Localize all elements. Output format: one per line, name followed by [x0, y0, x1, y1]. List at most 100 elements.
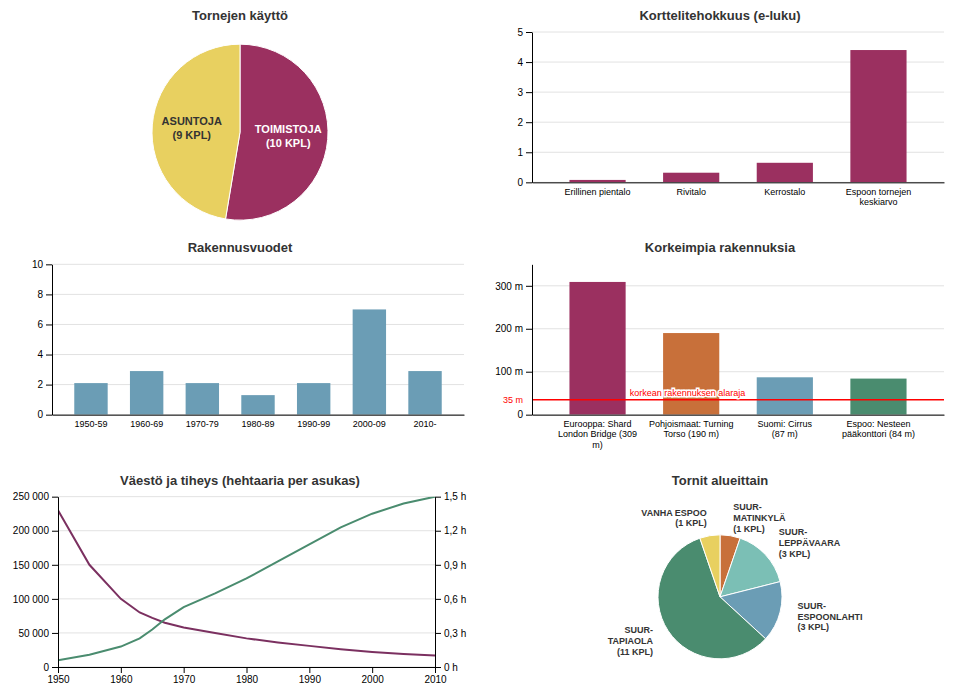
x-axis: 1950-591960-691970-791980-891990-992000-…: [53, 415, 465, 429]
text-line: London Bridge (309: [558, 429, 637, 439]
tick-mark: [46, 324, 52, 325]
tick-label: 300 m: [495, 281, 523, 292]
grid: [532, 32, 944, 182]
text-line: (3 KPL): [779, 549, 811, 559]
panel: Korkeimpia rakennuksia0100 m200 m300 mEu…: [495, 240, 944, 449]
tick: 4: [37, 349, 52, 360]
grid-line: [52, 354, 464, 355]
tick: 10: [32, 259, 52, 270]
grid-line: [58, 632, 435, 633]
tick-mark: [526, 286, 532, 287]
tick: 2: [517, 117, 532, 128]
pie: TOIMISTOJA(10 KPL)ASUNTOJA(9 KPL): [152, 44, 328, 220]
tick-mark: [121, 667, 122, 673]
text-line: (9 KPL): [173, 129, 212, 141]
tick-label: Espoon tornejenkeskiarvo: [846, 187, 912, 207]
tick-label: 10: [32, 259, 44, 270]
tick: 1,2 h: [435, 525, 466, 536]
reference-label: 35 m: [503, 395, 523, 405]
tick: 1990: [299, 667, 322, 685]
tick: 1: [517, 147, 532, 158]
bar: [74, 383, 107, 415]
tick-mark: [526, 152, 532, 153]
tick: 1960-69: [130, 419, 163, 429]
tick: 1950: [47, 667, 70, 685]
tick-mark: [52, 531, 58, 532]
x-axis: Eurooppa: ShardLondon Bridge (309m)Pohjo…: [533, 415, 945, 450]
y-axis: 0246810: [32, 259, 53, 420]
axis-line: [435, 497, 436, 667]
tick-label: 50 000: [18, 628, 49, 639]
chart-title: Tornejen käyttö: [192, 8, 288, 23]
slice-label: VANHA ESPOO(1 KPL): [641, 508, 707, 529]
plot: 050 000100 000150 000200 000250 0000 h0,…: [13, 491, 466, 685]
slice-label: TOIMISTOJA(10 KPL): [255, 123, 322, 148]
bar: [757, 163, 813, 183]
tick-label: 1960-69: [130, 419, 163, 429]
axis-line: [58, 497, 59, 667]
tick: 200 000: [13, 525, 58, 536]
grid: [52, 264, 464, 414]
text-line: Espoon tornejen: [846, 187, 912, 197]
bar: [663, 173, 719, 183]
x-axis: 1950196019701980199020002010: [47, 667, 447, 685]
lines: [58, 497, 435, 661]
line: [58, 497, 435, 661]
tick-mark: [52, 633, 58, 634]
tick: Espoon tornejenkeskiarvo: [846, 187, 912, 207]
bar: [353, 309, 386, 414]
tick-label: 0: [517, 177, 523, 188]
tick-mark: [435, 531, 441, 532]
tick: 0: [517, 409, 532, 420]
tick: 200 m: [495, 323, 532, 334]
bar: [663, 333, 719, 415]
line: [58, 510, 435, 655]
tick-label: 3: [517, 87, 523, 98]
text-line: m): [592, 440, 603, 450]
tick-label: 1: [517, 147, 523, 158]
tick: 100 000: [13, 594, 58, 605]
tick-mark: [46, 415, 52, 416]
tick-label: 2000-09: [353, 419, 386, 429]
tick-mark: [46, 355, 52, 356]
chart-title: Korttelitehokkuus (e-luku): [639, 8, 800, 23]
grid-line: [58, 530, 435, 531]
bars: [532, 282, 944, 415]
text-line: (87 m): [772, 429, 798, 439]
axis-line: [532, 265, 533, 415]
text-line: (10 KPL): [266, 137, 311, 149]
text-line: 1970-79: [186, 419, 219, 429]
tick-mark: [58, 667, 59, 673]
tick-mark: [46, 264, 52, 265]
bars: [74, 309, 441, 414]
tick-label: 1960: [110, 674, 133, 685]
tick: 0,3 h: [435, 628, 466, 639]
text-line: (1 KPL): [675, 518, 707, 528]
slice-label: SUUR-LEPPÄVAARA(3 KPL): [779, 527, 841, 559]
tick-label: 4: [517, 57, 523, 68]
tick: 1970: [173, 667, 196, 685]
tick-label: Pohjoismaat: TurningTorso (190 m): [649, 419, 734, 439]
tick-mark: [526, 182, 532, 183]
tick: 2000-09: [353, 419, 386, 429]
tick-mark: [435, 565, 441, 566]
tick-label: 1950: [47, 674, 70, 685]
tick: 0: [43, 662, 58, 673]
text-line: TAPIAOLA: [608, 636, 654, 646]
tick-mark: [435, 599, 441, 600]
tick-mark: [526, 329, 532, 330]
tick: 0,6 h: [435, 594, 466, 605]
tick-mark: [526, 62, 532, 63]
tick-label: 0 h: [444, 662, 458, 673]
text-line: Suomi: Cirrus: [758, 419, 813, 429]
tick-mark: [435, 667, 436, 673]
tick-label: 1950-59: [74, 419, 107, 429]
tick-mark: [309, 667, 310, 673]
bar: [408, 371, 441, 415]
tick: 250 000: [13, 491, 58, 502]
tick-mark: [52, 667, 58, 668]
text-line: 1990-99: [297, 419, 330, 429]
plot: 012345Erillinen pientaloRivitaloKerrosta…: [517, 27, 944, 207]
tick-label: 2010: [424, 674, 447, 685]
tick: Pohjoismaat: TurningTorso (190 m): [649, 419, 734, 439]
